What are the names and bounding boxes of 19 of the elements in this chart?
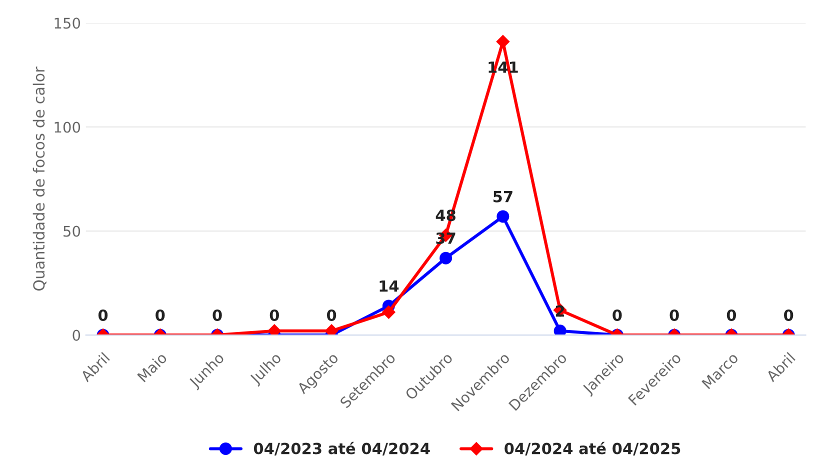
data-label: 14 — [380, 280, 399, 292]
data-label: 0 — [784, 309, 794, 321]
y-tick-label: 100 — [54, 122, 80, 133]
data-label: 57 — [493, 191, 512, 202]
data-label: 0 — [612, 309, 622, 321]
legend-label: 04/2023 até 04/2024 — [254, 442, 430, 456]
y-tick-label: 150 — [54, 18, 80, 29]
data-label: 0 — [156, 309, 165, 321]
data-label: 0 — [212, 309, 222, 321]
data-label: 0 — [270, 309, 280, 321]
y-tick-label: 0 — [72, 330, 80, 341]
y-axis-title: Quantidade de focos de calor — [32, 66, 46, 291]
data-label: 0 — [326, 309, 336, 321]
data-label: 2 — [556, 305, 564, 317]
data-label: 0 — [670, 309, 679, 321]
legend-label: 04/2024 até 04/2025 — [504, 442, 680, 456]
data-label: 0 — [98, 309, 108, 321]
data-label: 0 — [726, 309, 736, 321]
y-tick-label: 50 — [64, 226, 80, 237]
